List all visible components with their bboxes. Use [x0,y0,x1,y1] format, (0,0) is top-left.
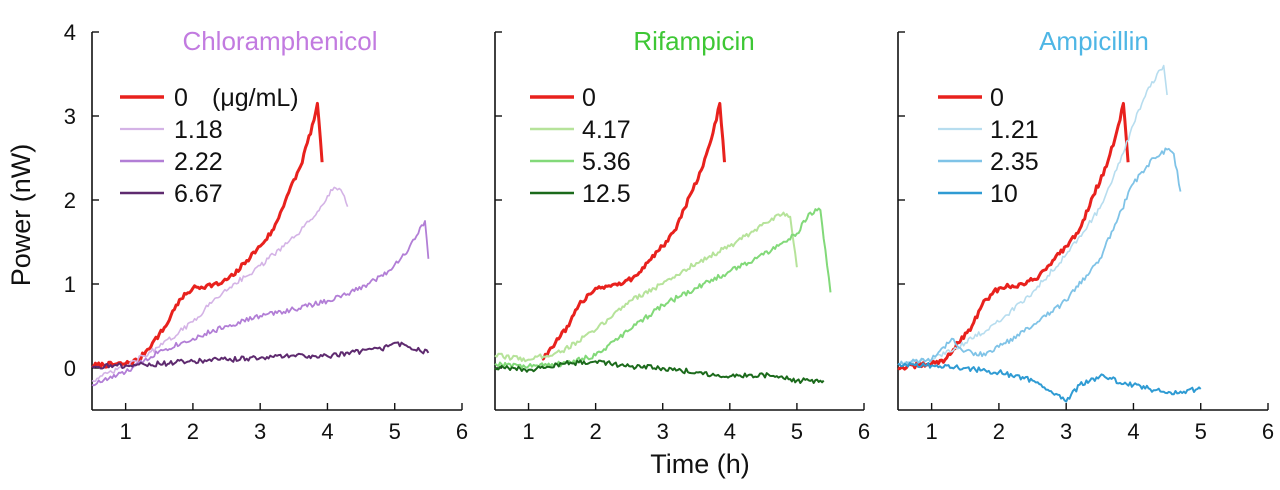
legend-label: 6.67 [174,180,223,208]
legend-label: 1.21 [990,116,1039,144]
legend-label: 5.36 [582,148,631,176]
panel-title: Ampicillin [1039,26,1149,56]
chart-panel: 1 2 3 4 5 6 0 1 2 3 4 Chloramphenicol 0 (μg/mL) 1.18 2.… [64,20,468,444]
y-axis-title: Power (nW) [6,144,36,287]
x-tick-label: 4 [1127,419,1139,444]
x-tick-label: 3 [254,419,266,444]
y-tick-label: 2 [64,188,76,213]
x-tick-label: 3 [657,419,669,444]
panel-title: Rifampicin [633,26,754,56]
x-tick-label: 6 [456,419,468,444]
x-tick-label: 1 [120,419,132,444]
x-axis-title: Time (h) [650,449,750,479]
y-tick-label: 3 [64,104,76,129]
x-tick-label: 1 [926,419,938,444]
series-line [494,207,832,369]
series-line [897,101,1130,371]
legend-label: 1.18 [174,116,223,144]
series-line [897,147,1182,366]
series-line [494,359,825,384]
legend-label: 4.17 [582,116,631,144]
x-tick-label: 5 [1195,419,1207,444]
chart-panels: 1 2 3 4 5 6 0 1 2 3 4 Chloramphenicol 0 (μg/mL) 1.18 2.… [64,20,1274,444]
x-tick-label: 5 [791,419,803,444]
x-tick-label: 6 [858,419,870,444]
legend-unit: (μg/mL) [212,84,299,112]
legend-label: 12.5 [582,180,631,208]
legend-label: 0 [582,84,596,112]
legend-label: 0 [990,84,1004,112]
series-line [897,64,1168,366]
y-tick-label: 0 [64,356,76,381]
x-tick-label: 2 [590,419,602,444]
series-line [897,361,1202,403]
series-line [91,220,430,387]
x-tick-label: 4 [724,419,736,444]
x-tick-label: 4 [321,419,333,444]
x-tick-label: 1 [522,419,534,444]
y-tick-label: 1 [64,272,76,297]
chart-panel: 1 2 3 4 5 6 Ampicillin 0 1.21 2.35 10 [897,26,1274,444]
series-line [91,341,430,370]
legend-label: 2.35 [990,148,1039,176]
x-tick-label: 2 [993,419,1005,444]
x-tick-label: 6 [1262,419,1274,444]
series-line [541,101,726,361]
legend-label: 2.22 [174,148,223,176]
x-tick-label: 3 [1060,419,1072,444]
panel-title: Chloramphenicol [182,26,377,56]
chart-panel: 1 2 3 4 5 6 Rifampicin 0 4.17 5.36 12.5 [494,26,870,444]
x-tick-label: 5 [389,419,401,444]
series-line [91,186,349,382]
legend-label: 10 [990,180,1018,208]
y-tick-label: 4 [64,20,76,45]
legend-label: 0 [174,84,188,112]
series-line [494,211,798,363]
x-tick-label: 2 [187,419,199,444]
